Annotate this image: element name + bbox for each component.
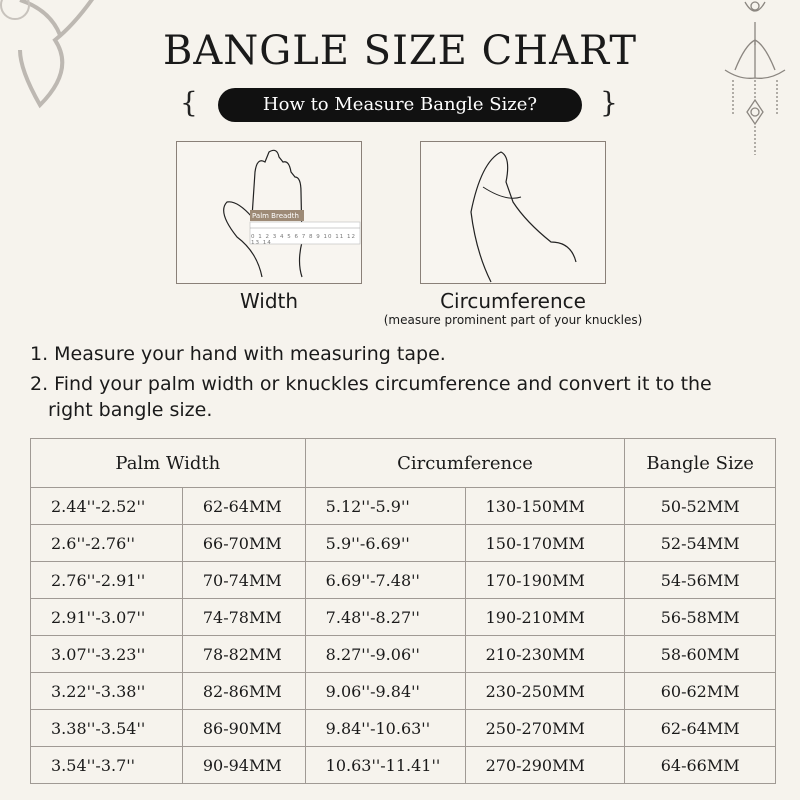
circumference-mm-cell: 230-250MM bbox=[464, 672, 626, 710]
bangle-size-cell: 50-52MM bbox=[624, 487, 776, 525]
palm-width-inches-cell: 2.44''-2.52'' bbox=[30, 487, 183, 525]
circumference-illustration bbox=[420, 141, 606, 284]
palm-width-mm-cell: 62-64MM bbox=[181, 487, 306, 525]
bangle-size-cell: 60-62MM bbox=[624, 672, 776, 710]
circumference-mm-cell: 130-150MM bbox=[464, 487, 626, 525]
left-flourish-icon: { bbox=[180, 86, 198, 119]
circumference-inches-cell: 7.48''-8.27'' bbox=[304, 598, 466, 636]
bangle-size-cell: 62-64MM bbox=[624, 709, 776, 747]
palm-width-inches-cell: 3.38''-3.54'' bbox=[30, 709, 183, 747]
circumference-mm-cell: 170-190MM bbox=[464, 561, 626, 599]
palm-width-mm-cell: 66-70MM bbox=[181, 524, 306, 562]
circumference-mm-cell: 150-170MM bbox=[464, 524, 626, 562]
header-bangle-size: Bangle Size bbox=[624, 438, 776, 488]
palm-width-illustration: Palm Breadth 0 1 2 3 4 5 6 7 8 9 10 11 1… bbox=[176, 141, 362, 284]
bangle-size-cell: 64-66MM bbox=[624, 746, 776, 784]
bangle-size-cell: 56-58MM bbox=[624, 598, 776, 636]
table-header-row: Palm Width Circumference Bangle Size bbox=[30, 438, 776, 488]
palm-width-inches-cell: 3.07''-3.23'' bbox=[30, 635, 183, 673]
step-2-continued: right bangle size. bbox=[48, 399, 213, 421]
circumference-inches-cell: 9.06''-9.84'' bbox=[304, 672, 466, 710]
lotus-hanging-decoration bbox=[724, 1, 786, 155]
palm-width-inches-cell: 3.54''-3.7'' bbox=[30, 746, 183, 784]
circumference-mm-cell: 270-290MM bbox=[464, 746, 626, 784]
circumference-inches-cell: 9.84''-10.63'' bbox=[304, 709, 466, 747]
table-row: 3.07''-3.23'' 78-82MM 8.27''-9.06'' 210-230… bbox=[30, 635, 776, 673]
hand-width-icon: Palm Breadth bbox=[223, 149, 361, 278]
right-flourish-icon: } bbox=[600, 86, 618, 119]
circumference-inches-cell: 10.63''-11.41'' bbox=[304, 746, 466, 784]
bangle-size-cell: 58-60MM bbox=[624, 635, 776, 673]
palm-width-inches-cell: 2.6''-2.76'' bbox=[30, 524, 183, 562]
width-caption: Width bbox=[239, 289, 299, 313]
bangle-size-cell: 52-54MM bbox=[624, 524, 776, 562]
header-palm-width: Palm Width bbox=[30, 438, 306, 488]
table-row: 2.91''-3.07'' 74-78MM 7.48''-8.27'' 190-210… bbox=[30, 598, 776, 636]
step-2: 2. Find your palm width or knuckles circ… bbox=[30, 373, 712, 395]
circumference-mm-cell: 190-210MM bbox=[464, 598, 626, 636]
circumference-mm-cell: 210-230MM bbox=[464, 635, 626, 673]
palm-width-mm-cell: 90-94MM bbox=[181, 746, 306, 784]
step-1: 1. Measure your hand with measuring tape… bbox=[30, 343, 446, 365]
mandala-flower-decoration bbox=[0, 0, 95, 109]
palm-width-mm-cell: 70-74MM bbox=[181, 561, 306, 599]
bangle-size-cell: 54-56MM bbox=[624, 561, 776, 599]
hand-circumference-icon bbox=[470, 151, 577, 283]
table-row: 3.38''-3.54'' 86-90MM 9.84''-10.63'' 250-27… bbox=[30, 709, 776, 747]
header-circumference: Circumference bbox=[304, 438, 626, 488]
ruler-ticks: 0 1 2 3 4 5 6 7 8 9 10 11 12 13 14 bbox=[251, 234, 356, 246]
size-table: Palm Width Circumference Bangle Size 2.4… bbox=[30, 438, 776, 784]
palm-width-inches-cell: 2.76''-2.91'' bbox=[30, 561, 183, 599]
palm-width-inches-cell: 3.22''-3.38'' bbox=[30, 672, 183, 710]
subtitle-banner: How to Measure Bangle Size? bbox=[218, 88, 582, 122]
circumference-inches-cell: 8.27''-9.06'' bbox=[304, 635, 466, 673]
ruler-label: Palm Breadth bbox=[252, 212, 299, 220]
table-row: 2.76''-2.91'' 70-74MM 6.69''-7.48'' 170-190… bbox=[30, 561, 776, 599]
palm-width-mm-cell: 78-82MM bbox=[181, 635, 306, 673]
circumference-note: (measure prominent part of your knuckles… bbox=[383, 313, 643, 327]
palm-width-inches-cell: 2.91''-3.07'' bbox=[30, 598, 183, 636]
table-row: 2.44''-2.52'' 62-64MM 5.12''-5.9'' 130-150M… bbox=[30, 487, 776, 525]
palm-width-mm-cell: 82-86MM bbox=[181, 672, 306, 710]
circumference-inches-cell: 5.9''-6.69'' bbox=[304, 524, 466, 562]
circumference-mm-cell: 250-270MM bbox=[464, 709, 626, 747]
page-title: BANGLE SIZE CHART bbox=[162, 28, 638, 74]
table-row: 3.54''-3.7'' 90-94MM 10.63''-11.41'' 270-29… bbox=[30, 746, 776, 784]
circumference-inches-cell: 5.12''-5.9'' bbox=[304, 487, 466, 525]
palm-width-mm-cell: 86-90MM bbox=[181, 709, 306, 747]
palm-width-mm-cell: 74-78MM bbox=[181, 598, 306, 636]
table-row: 2.6''-2.76'' 66-70MM 5.9''-6.69'' 150-170MM… bbox=[30, 524, 776, 562]
circumference-inches-cell: 6.69''-7.48'' bbox=[304, 561, 466, 599]
circumference-caption: Circumference bbox=[440, 289, 586, 313]
table-row: 3.22''-3.38'' 82-86MM 9.06''-9.84'' 230-250… bbox=[30, 672, 776, 710]
